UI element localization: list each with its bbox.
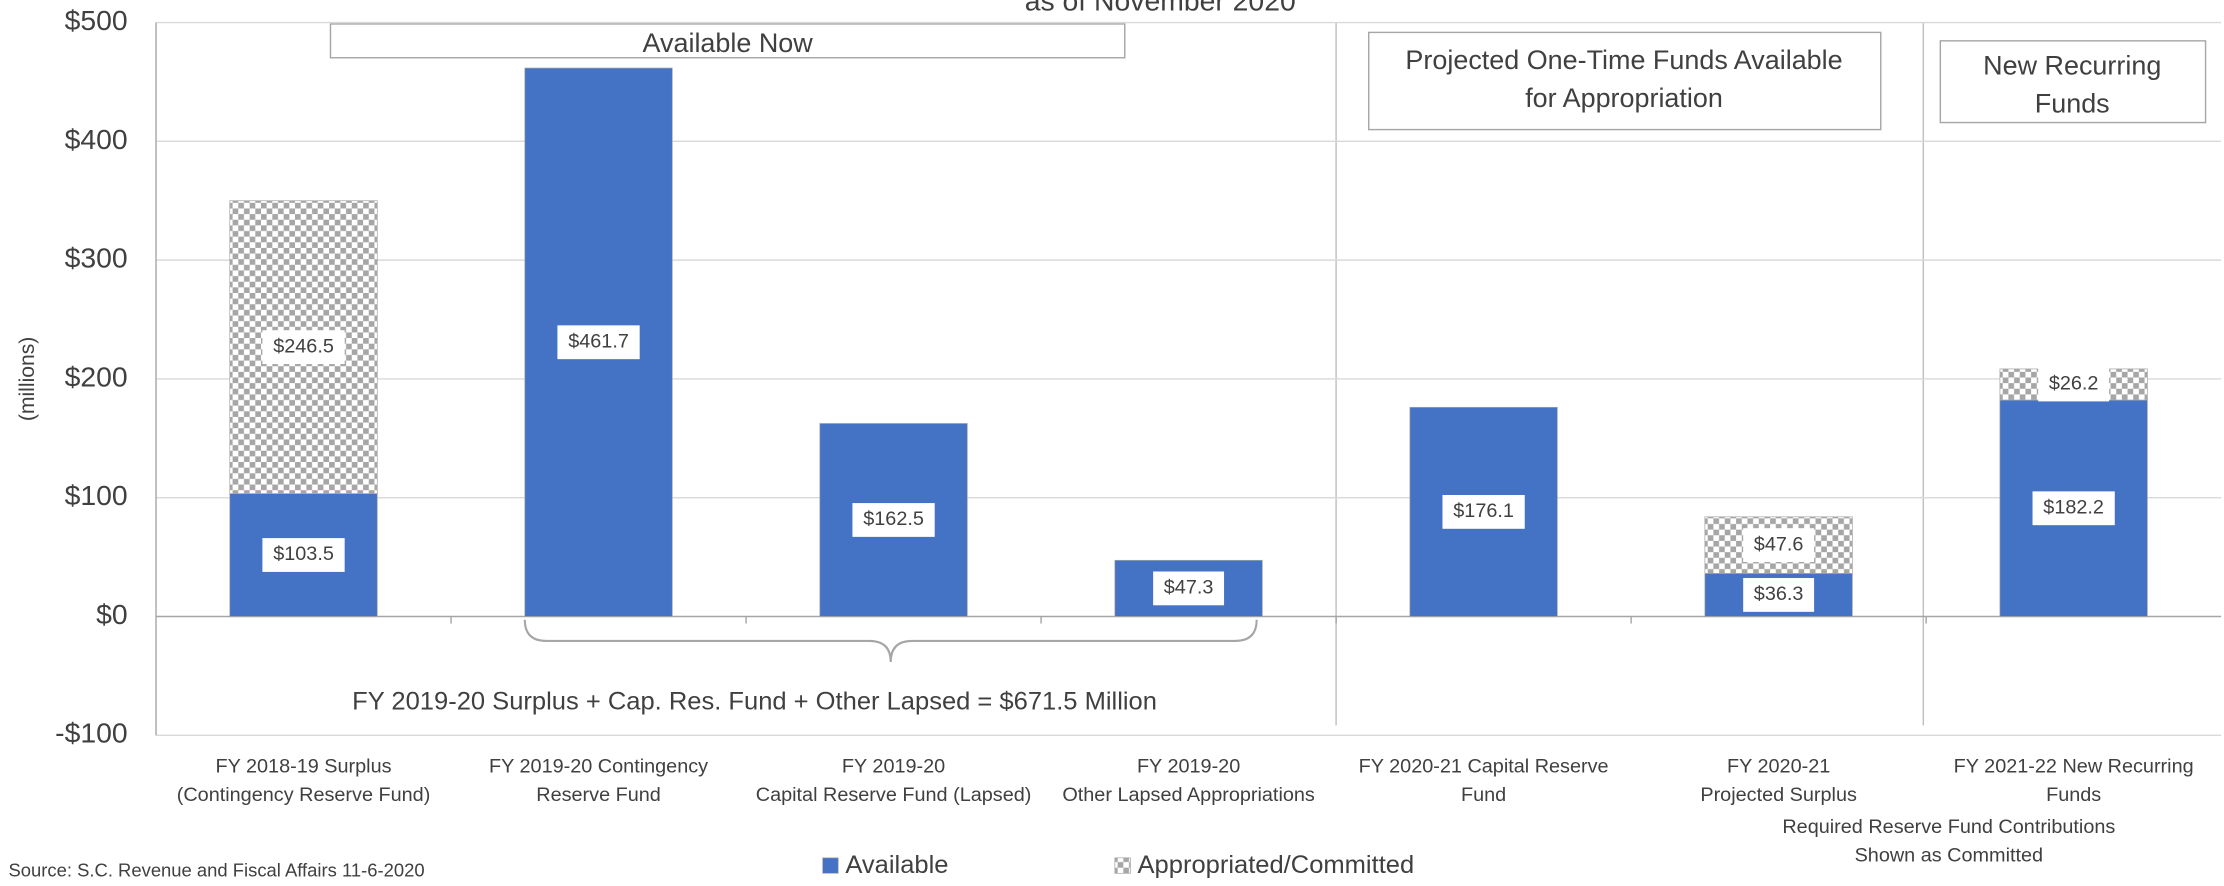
- y-tick-label: -$100: [55, 717, 128, 749]
- y-tick-label: $0: [96, 598, 128, 630]
- x-tick-label: FY 2021-22 New Recurring Funds: [1954, 756, 2194, 806]
- value-label: $176.1: [1453, 500, 1514, 522]
- y-axis-label: (millions): [16, 337, 39, 421]
- value-label-box: [1442, 494, 1525, 529]
- x-tick-label: FY 2020-21 Projected Surplus: [1700, 756, 1857, 806]
- annotation-box: [1368, 31, 1882, 131]
- y-tick-label: $300: [65, 242, 128, 274]
- annotation: Required Reserve Fund Contributions Shown…: [1782, 817, 2115, 867]
- value-label-box: [2038, 367, 2110, 402]
- value-label-box: [557, 325, 640, 360]
- value-label-box: [1153, 571, 1225, 606]
- legend-swatch: [1114, 857, 1131, 874]
- value-label-box: [1743, 578, 1815, 612]
- chart-subtitle: as of November 2020: [1025, 0, 1296, 16]
- value-label: $47.3: [1164, 577, 1214, 599]
- value-label: $162.5: [863, 508, 924, 530]
- x-tick-label: FY 2020-21 Capital Reserve Fund: [1359, 756, 1609, 806]
- y-tick-label: $100: [65, 479, 128, 511]
- value-label: $182.2: [2043, 497, 2104, 519]
- source-note: Source: S.C. Revenue and Fiscal Affairs …: [9, 860, 425, 881]
- x-tick-label: FY 2019-20 Other Lapsed Appropriations: [1062, 756, 1315, 806]
- annotation-box: [1939, 40, 2207, 124]
- value-label: $47.6: [1754, 533, 1804, 555]
- brace: [523, 619, 1258, 663]
- value-label: $246.5: [273, 335, 334, 357]
- legend-swatch: [822, 857, 839, 874]
- annotation: FY 2019-20 Surplus + Cap. Res. Fund + Ot…: [352, 688, 1157, 716]
- value-label-box: [262, 538, 345, 572]
- value-label: $103.5: [273, 543, 334, 565]
- annotation: Available Now: [643, 28, 814, 58]
- x-tick-label: FY 2018-19 Surplus (Contingency Reserve F…: [177, 756, 431, 806]
- value-label: $26.2: [2049, 373, 2099, 395]
- value-label-box: [852, 503, 935, 537]
- x-tick-label: FY 2019-20 Capital Reserve Fund (Lapsed): [756, 756, 1032, 806]
- y-tick-label: $500: [65, 4, 128, 36]
- annotation: Projected One-Time Funds Available for Ap…: [1405, 45, 1842, 113]
- value-label-box: [1743, 528, 1815, 563]
- value-label: $36.3: [1754, 583, 1804, 605]
- x-tick-label: FY 2019-20 Contingency Reserve Fund: [489, 756, 708, 806]
- y-tick-label: $200: [65, 360, 128, 392]
- annotation-box: [329, 23, 1126, 59]
- value-label: $461.7: [568, 331, 629, 353]
- legend-label: Available: [845, 851, 948, 879]
- legend-label: Appropriated/Committed: [1138, 851, 1415, 879]
- value-label-box: [262, 330, 345, 365]
- y-tick-label: $400: [65, 123, 128, 155]
- value-label-box: [2032, 491, 2115, 526]
- annotation: New Recurring Funds: [1983, 51, 2161, 119]
